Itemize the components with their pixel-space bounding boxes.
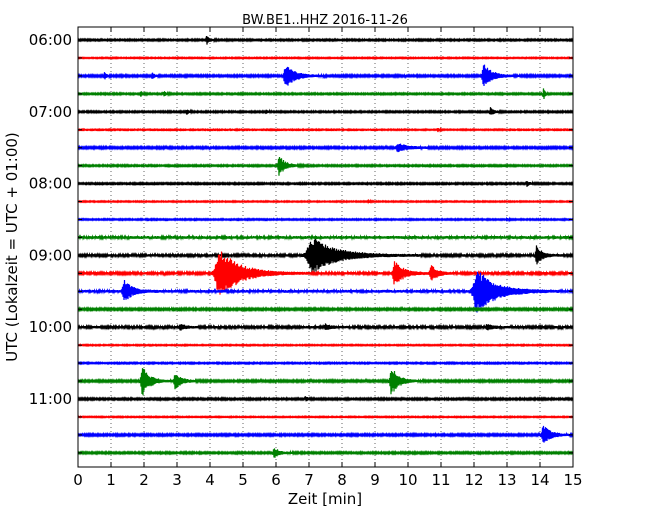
y-tick-label: 08:00 [29,175,72,193]
y-axis-ticks: 06:00 07:00 08:00 09:00 10:00 11:00 [29,31,573,454]
trace-row-0800 [77,180,574,187]
y-tick-label: 06:00 [29,31,72,49]
x-tick-label: 13 [497,471,516,489]
trace-row-0745 [77,156,574,176]
trace-row-0945 [77,305,574,313]
x-tick-label: 8 [337,471,347,489]
trace-row-1145 [77,448,574,458]
trace-row-1100 [77,395,574,403]
y-tick-label: 09:00 [29,246,72,264]
x-tick-label: 0 [73,471,83,489]
x-tick-label: 3 [172,471,182,489]
trace-row-0900 [77,238,574,274]
trace-row-1130 [77,425,574,443]
trace-row-1000 [77,323,574,331]
x-tick-label: 5 [238,471,248,489]
plot-frame [77,26,574,468]
x-tick-label: 11 [431,471,450,489]
trace-row-0645 [77,88,574,100]
trace-row-0915 [77,251,574,295]
trace-row-0730 [77,143,574,153]
trace-row-0615 [77,55,574,61]
trace-row-0715 [77,126,574,133]
x-tick-label: 6 [271,471,281,489]
y-tick-label: 07:00 [29,103,72,121]
y-axis-label: UTC (Lokalzeit = UTC + 01:00) [3,132,21,362]
x-tick-label: 14 [530,471,549,489]
x-tick-label: 9 [370,471,380,489]
x-tick-label: 10 [398,471,417,489]
x-axis-label: Zeit [min] [288,490,362,508]
trace-row-1115 [77,414,574,420]
y-tick-label: 10:00 [29,318,72,336]
x-tick-label: 2 [139,471,149,489]
trace-row-1045 [77,368,574,396]
x-tick-label: 7 [304,471,314,489]
x-tick-label: 4 [205,471,215,489]
trace-row-0830 [77,216,574,223]
trace-row-0815 [77,198,574,205]
x-tick-label: 12 [464,471,483,489]
trace-row-1030 [77,360,574,366]
x-tick-label: 15 [563,471,582,489]
x-axis-ticks: 0 1 2 3 4 5 6 7 8 9 10 11 12 13 14 15 [73,27,583,489]
trace-row-0700 [77,107,574,115]
trace-row-0630 [77,64,574,86]
trace-row-0845 [77,233,574,241]
y-tick-label: 11:00 [29,390,72,408]
x-tick-label: 1 [106,471,116,489]
trace-row-0930 [77,271,574,313]
chart-title: BW.BE1..HHZ 2016-11-26 [242,13,408,28]
trace-row-0600 [77,36,574,45]
trace-row-1015 [77,343,574,348]
trace-rows [77,36,574,458]
